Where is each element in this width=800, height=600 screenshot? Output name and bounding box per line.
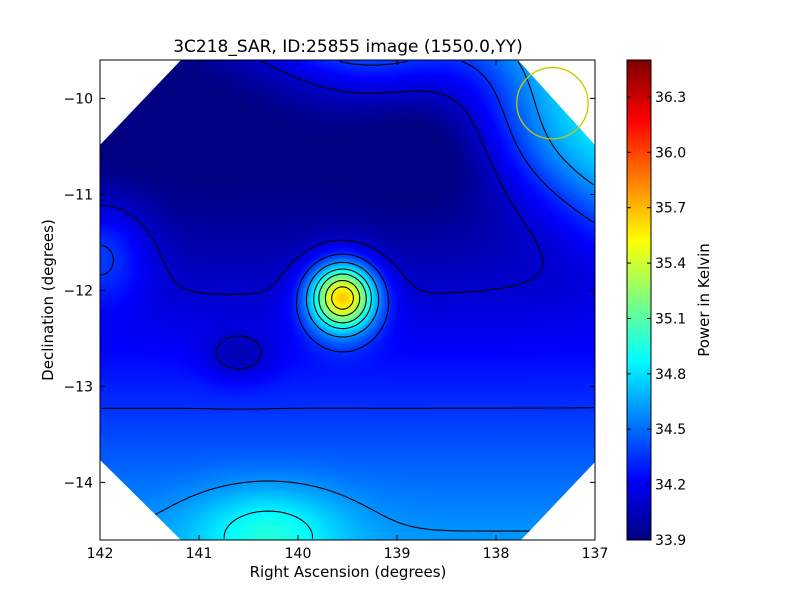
contour-line xyxy=(101,61,544,370)
chart-title: 3C218_SAR, ID:25855 image (1550.0,YY) xyxy=(173,37,523,57)
x-axis-label: Right Ascension (degrees) xyxy=(250,563,447,581)
colorbar-gradient xyxy=(627,60,651,540)
y-tick-label: −13 xyxy=(63,379,93,395)
y-tick-label: −11 xyxy=(63,187,93,203)
colorbar-tick-label: 36.3 xyxy=(655,90,686,106)
colorbar-tick-label: 36.0 xyxy=(655,145,686,161)
beam-circle xyxy=(516,66,589,140)
x-tick-label: 137 xyxy=(582,546,609,562)
x-tick-label: 142 xyxy=(87,546,114,562)
x-tick-label: 138 xyxy=(483,546,510,562)
beam-layer xyxy=(516,66,589,140)
x-tick-label: 139 xyxy=(384,546,411,562)
colorbar-tick-label: 35.4 xyxy=(655,256,686,272)
colorbar-tick-label: 33.9 xyxy=(655,533,686,549)
colorbar-frame xyxy=(626,59,652,541)
y-tick-label: −12 xyxy=(63,283,93,299)
colorbar-tick-label: 35.7 xyxy=(655,201,686,217)
heatmap-image xyxy=(100,60,595,540)
plot-area: 142 141 140 139 138 137 −10 −11 −12 −13 −14 xyxy=(63,59,609,562)
colorbar-tick-label: 34.8 xyxy=(655,367,686,383)
x-tick-label: 140 xyxy=(285,546,312,562)
colorbar: 36.3 36.0 35.7 35.4 35.1 34.8 34.5 34.2 33.9 Pow… xyxy=(626,59,713,549)
y-axis-label: Declination (degrees) xyxy=(39,219,57,381)
x-tick-label: 141 xyxy=(186,546,213,562)
contour-line xyxy=(324,279,361,317)
contour-line xyxy=(318,273,367,324)
contour-line xyxy=(331,286,354,310)
y-ticks: −10 −11 −12 −13 −14 xyxy=(63,91,595,491)
y-tick-label: −10 xyxy=(63,91,93,107)
colorbar-ticks: 36.3 36.0 35.7 35.4 35.1 34.8 34.5 34.2 33.9 xyxy=(627,90,686,549)
y-tick-label: −14 xyxy=(63,475,93,491)
plot-frame xyxy=(99,59,596,541)
colorbar-tick-label: 35.1 xyxy=(655,311,686,327)
contour-line xyxy=(101,60,594,410)
x-ticks: 142 141 140 139 138 137 xyxy=(87,60,609,562)
colorbar-label: Power in Kelvin xyxy=(695,243,713,357)
colorbar-tick-label: 34.5 xyxy=(655,422,686,438)
colorbar-tick-label: 34.2 xyxy=(655,478,686,494)
